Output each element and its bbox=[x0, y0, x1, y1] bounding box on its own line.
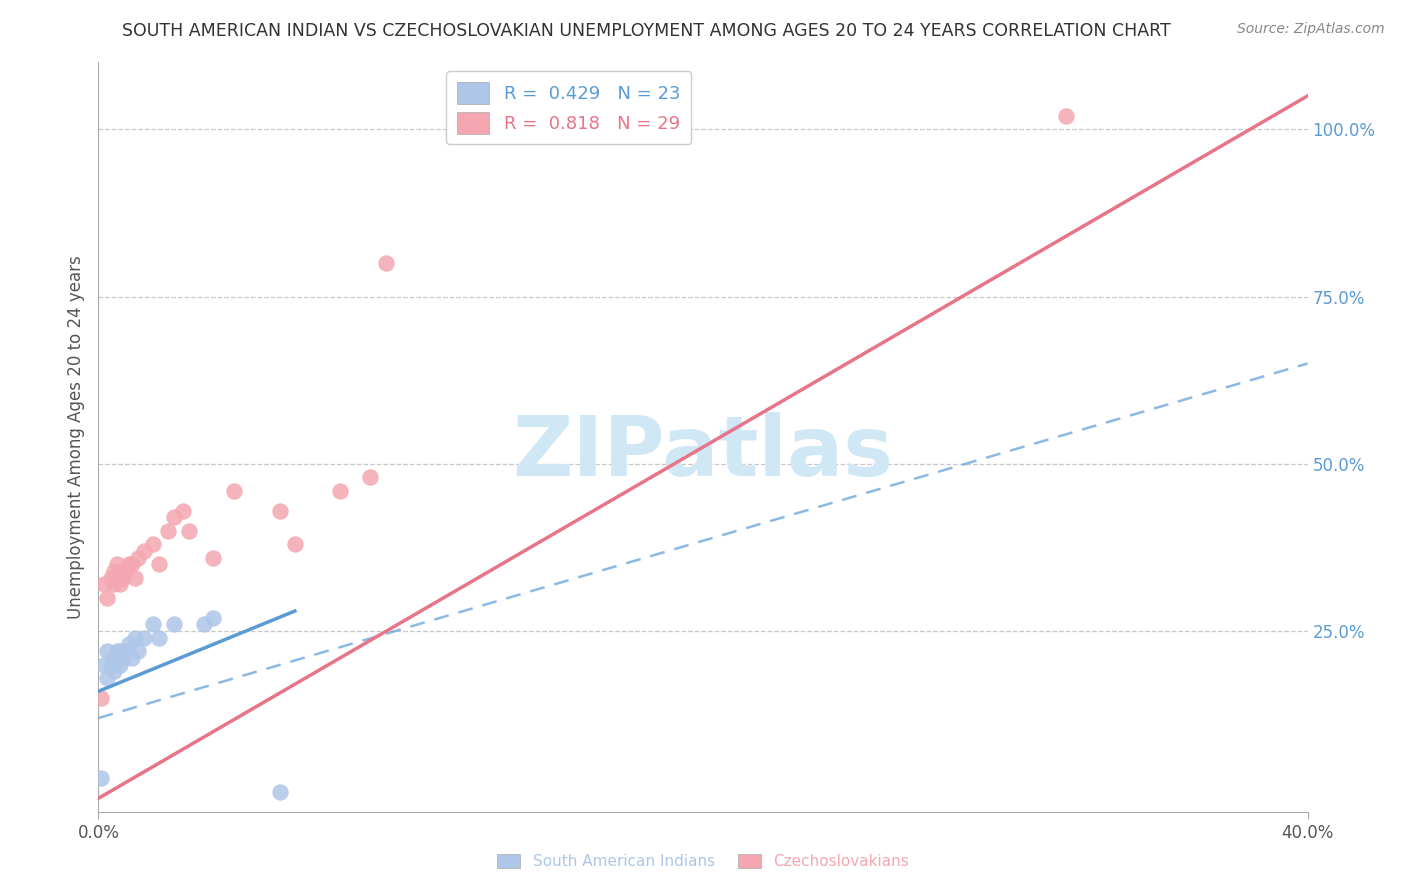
Point bbox=[142, 617, 165, 632]
Y-axis label: Unemployment Among Ages 20 to 24 years: Unemployment Among Ages 20 to 24 years bbox=[66, 255, 84, 619]
Point bbox=[127, 644, 149, 658]
Point bbox=[142, 537, 165, 551]
Point bbox=[269, 503, 291, 517]
Point bbox=[90, 691, 112, 706]
Point bbox=[163, 510, 186, 524]
Point bbox=[108, 644, 131, 658]
Point bbox=[103, 577, 125, 591]
Point bbox=[121, 557, 143, 572]
Point bbox=[202, 611, 225, 625]
Point bbox=[127, 550, 149, 565]
Point bbox=[148, 557, 170, 572]
Point bbox=[193, 617, 215, 632]
Point bbox=[96, 591, 118, 605]
Point bbox=[132, 544, 155, 558]
Point bbox=[124, 631, 146, 645]
Point bbox=[284, 537, 307, 551]
Point bbox=[103, 664, 125, 679]
Point bbox=[118, 637, 141, 651]
Point bbox=[105, 557, 128, 572]
Point bbox=[156, 524, 179, 538]
Point bbox=[172, 503, 194, 517]
Point bbox=[1054, 109, 1077, 123]
Point bbox=[329, 483, 352, 498]
Point bbox=[121, 651, 143, 665]
Point bbox=[100, 571, 122, 585]
Legend: South American Indians, Czechoslovakians: South American Indians, Czechoslovakians bbox=[491, 848, 915, 875]
Point bbox=[114, 644, 136, 658]
Point bbox=[93, 657, 115, 672]
Point bbox=[163, 617, 186, 632]
Point bbox=[114, 564, 136, 578]
Point bbox=[179, 524, 201, 538]
Point bbox=[124, 571, 146, 585]
Point bbox=[90, 771, 112, 786]
Legend: R =  0.429   N = 23, R =  0.818   N = 29: R = 0.429 N = 23, R = 0.818 N = 29 bbox=[446, 71, 692, 145]
Text: SOUTH AMERICAN INDIAN VS CZECHOSLOVAKIAN UNEMPLOYMENT AMONG AGES 20 TO 24 YEARS : SOUTH AMERICAN INDIAN VS CZECHOSLOVAKIAN… bbox=[122, 22, 1171, 40]
Point bbox=[118, 557, 141, 572]
Point bbox=[111, 571, 134, 585]
Point bbox=[111, 651, 134, 665]
Point bbox=[108, 577, 131, 591]
Point bbox=[103, 564, 125, 578]
Point bbox=[224, 483, 246, 498]
Point bbox=[269, 785, 291, 799]
Text: ZIPatlas: ZIPatlas bbox=[513, 411, 893, 492]
Point bbox=[202, 550, 225, 565]
Point bbox=[374, 256, 396, 270]
Point bbox=[132, 631, 155, 645]
Point bbox=[108, 657, 131, 672]
Point bbox=[105, 644, 128, 658]
Point bbox=[100, 657, 122, 672]
Point bbox=[148, 631, 170, 645]
Point bbox=[93, 577, 115, 591]
Point bbox=[96, 671, 118, 685]
Text: Source: ZipAtlas.com: Source: ZipAtlas.com bbox=[1237, 22, 1385, 37]
Point bbox=[96, 644, 118, 658]
Point bbox=[360, 470, 382, 484]
Point bbox=[103, 651, 125, 665]
